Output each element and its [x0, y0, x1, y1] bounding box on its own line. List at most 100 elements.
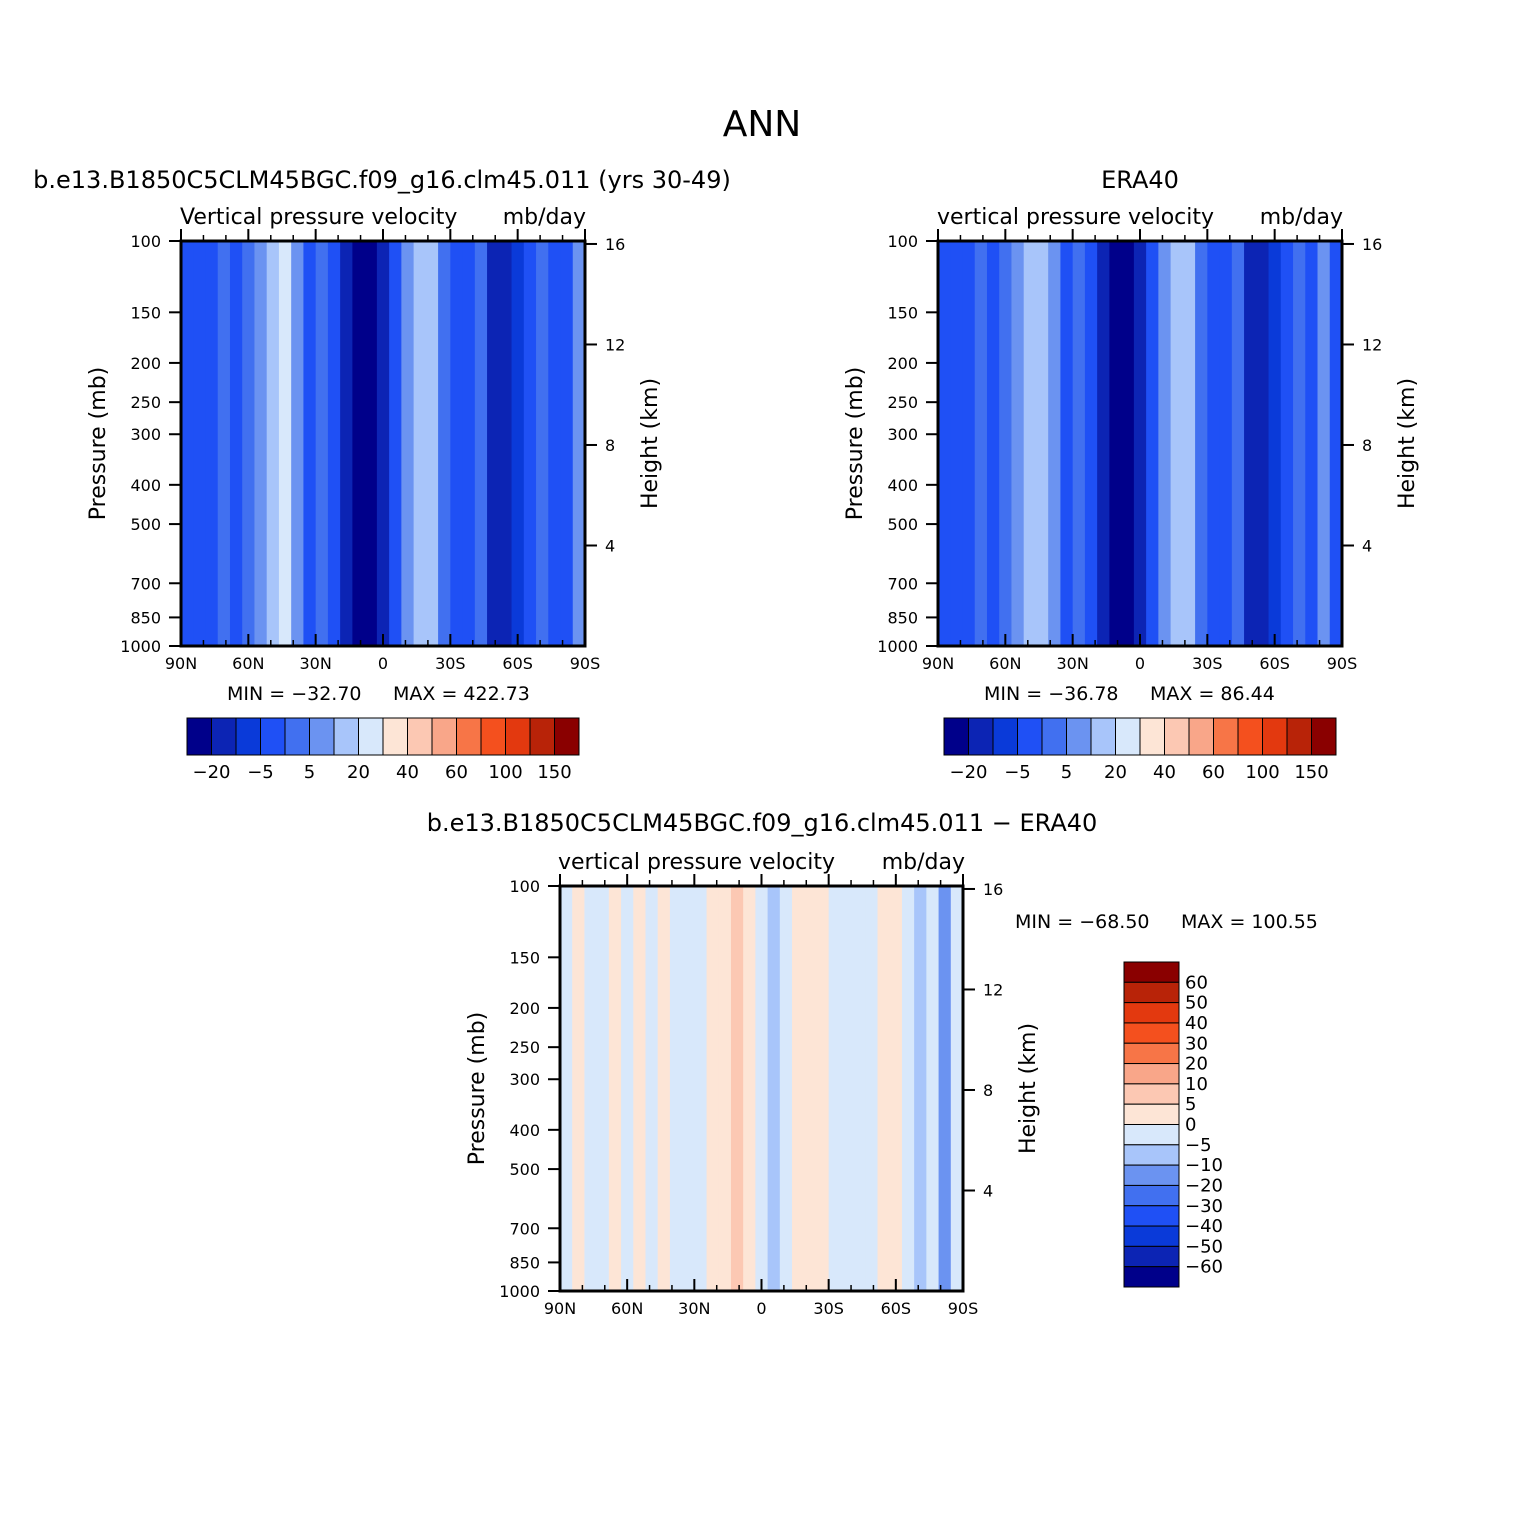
contour-band [572, 241, 586, 646]
colorbar-box [235, 717, 261, 756]
contour-band [608, 886, 622, 1291]
colorbar-box [529, 717, 555, 756]
y-tick-label: 1000 [120, 637, 161, 656]
contour-band [914, 886, 927, 1291]
colorbar-box [1123, 1245, 1180, 1268]
contour-band [1329, 241, 1343, 646]
contour-band [792, 886, 805, 1291]
y-tick-label: 850 [509, 1253, 540, 1272]
contour-band [474, 241, 488, 646]
colorbar-box [1017, 717, 1043, 756]
colorbar-box [382, 717, 408, 756]
x-tick-label: 30N [1057, 654, 1089, 673]
panel-difference: b.e13.B1850C5CLM45BGC.f09_g16.clm45.011 … [427, 809, 1318, 1318]
contour-band [548, 241, 562, 646]
colorbar-label: −20 [1185, 1175, 1223, 1196]
colorbar-box [1123, 1164, 1180, 1186]
contour-band [853, 886, 866, 1291]
min-label: MIN = −36.78 [984, 683, 1119, 705]
colorbar-box [1123, 981, 1180, 1004]
contour-band [926, 886, 940, 1291]
y-tick-label: 100 [130, 232, 161, 251]
contour-band [1305, 241, 1319, 646]
contour-band [1293, 241, 1306, 646]
max-label: MAX = 86.44 [1150, 683, 1275, 705]
colorbar-label: −50 [1185, 1236, 1223, 1257]
y-tick-label: 700 [887, 574, 918, 593]
contour-band [706, 886, 720, 1291]
contour-band [865, 886, 879, 1291]
axes: 90N 60N 30N 0 30S 60S 90S 100 150 200 250 300 400 500… [86, 229, 663, 673]
colorbar-box [260, 717, 286, 756]
colorbar-box [1090, 717, 1116, 756]
contour-band [364, 241, 378, 646]
y-tick-label: 400 [130, 476, 161, 495]
y-tick-label: 400 [509, 1121, 540, 1140]
colorbar-box [1123, 1063, 1180, 1085]
colorbar-box [1123, 1002, 1180, 1024]
right-tick-label: 16 [983, 880, 1003, 899]
x-tick-label: 60N [232, 654, 264, 673]
right-tick-label: 4 [605, 536, 615, 555]
contour-band [682, 886, 695, 1291]
y-tick-label: 250 [509, 1038, 540, 1057]
colorbar-label: 0 [1185, 1115, 1196, 1136]
contour-band [1011, 241, 1025, 646]
y-tick-label: 700 [130, 574, 161, 593]
contour-band [278, 241, 292, 646]
colorbar-box [1311, 717, 1337, 756]
contour-band [1231, 241, 1245, 646]
colorbar-box [309, 717, 335, 756]
colorbar: −20 −5 5 20 40 60 100 150 [186, 717, 580, 783]
y-tick-label: 500 [887, 515, 918, 534]
colorbar-label: 100 [1245, 762, 1279, 783]
y-tick-label: 150 [887, 303, 918, 322]
colorbar-box [1164, 717, 1190, 756]
contour-band [1023, 241, 1037, 646]
x-tick-label: 60S [881, 1299, 912, 1318]
panel-subtitle-right: mb/day [882, 850, 965, 875]
colorbar-box [968, 717, 994, 756]
contour-band [425, 241, 439, 646]
contour-band [1133, 241, 1147, 646]
colorbar-label: 40 [1185, 1013, 1208, 1034]
y-tick-label: 300 [130, 425, 161, 444]
contour-band [229, 241, 243, 646]
colorbar-box [1188, 717, 1214, 756]
colorbar-label: 40 [396, 762, 419, 783]
colorbar-label: 60 [1185, 972, 1208, 993]
y-tick-label: 700 [509, 1219, 540, 1238]
colorbar-box [407, 717, 433, 756]
colorbar-box [1041, 717, 1067, 756]
right-axis-label: Height (km) [638, 378, 663, 509]
colorbar-label: 50 [1185, 993, 1208, 1014]
colorbar-label: −5 [247, 762, 274, 783]
contour-band [205, 241, 219, 646]
contour-band [291, 241, 305, 646]
colorbar-box [1123, 1022, 1180, 1044]
right-tick-label: 8 [605, 436, 615, 455]
contour-band [1207, 241, 1221, 646]
contour-band [1146, 241, 1159, 646]
y-tick-label: 150 [509, 948, 540, 967]
contour-band [1268, 241, 1282, 646]
y-tick-label: 250 [887, 393, 918, 412]
contour-band [389, 241, 402, 646]
axes: 90N 60N 30N 0 30S 60S 90S 100 150 200 250 300 400 500… [843, 229, 1420, 673]
colorbar-box [1123, 1124, 1180, 1146]
y-tick-label: 200 [130, 354, 161, 373]
contour-band [986, 241, 1000, 646]
colorbar-label: 100 [488, 762, 522, 783]
figure-title: ANN [723, 104, 802, 145]
colorbar-label: 150 [537, 762, 571, 783]
contour-band [1158, 241, 1172, 646]
contour-band [1035, 241, 1049, 646]
colorbar-label: −10 [1185, 1155, 1223, 1176]
contour-band [315, 241, 329, 646]
colorbar-box [1123, 961, 1180, 983]
contour-band [1317, 241, 1331, 646]
contour-band [1084, 241, 1098, 646]
x-tick-label: 90S [570, 654, 601, 673]
